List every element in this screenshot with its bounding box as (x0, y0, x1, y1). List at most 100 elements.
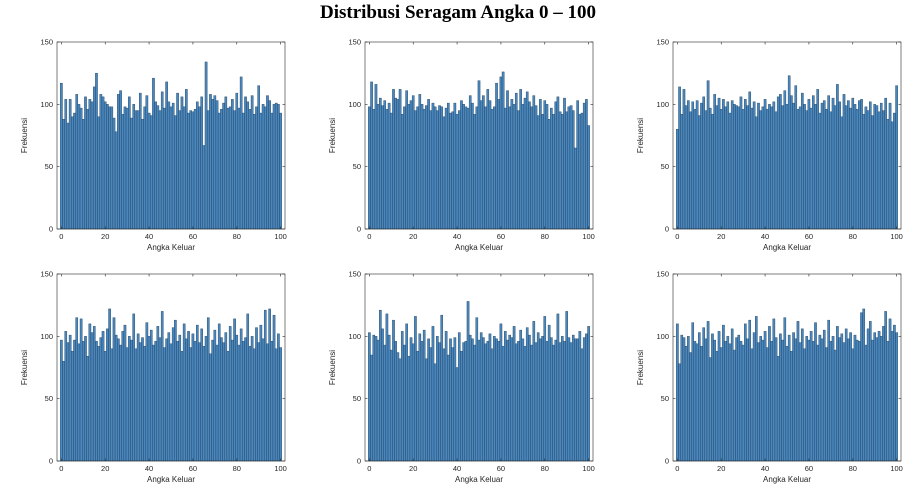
histogram-bar (582, 337, 586, 462)
histogram-bar (809, 107, 813, 230)
histogram-bar (757, 342, 760, 462)
histogram-panel-1: 0 20 40 60 80 100 0 50 100 150 Angka Keluar Frekuen… (20, 38, 287, 253)
x-tick-label: 20 (717, 232, 725, 241)
histogram-bar (792, 332, 795, 462)
histogram-bar (392, 319, 395, 462)
histogram-bar (545, 341, 549, 462)
histogram-bar (744, 323, 747, 462)
histogram-bar (156, 105, 160, 230)
histogram-bar (864, 344, 868, 462)
histogram-bar (248, 109, 252, 230)
histogram-bar (231, 339, 234, 462)
histogram-bar (108, 308, 111, 462)
histogram-bar (84, 96, 87, 230)
histogram-bar (787, 75, 791, 230)
histogram-bar (409, 100, 413, 230)
histogram-bar (829, 111, 833, 230)
x-tick-label: 80 (849, 464, 857, 473)
histogram-bar (678, 363, 681, 462)
histogram-bar (460, 100, 463, 230)
histogram-bar (398, 89, 402, 230)
histogram-bar (563, 97, 566, 230)
histogram-bar (180, 351, 184, 462)
x-tick-label: 40 (761, 232, 769, 241)
histogram-bar (558, 342, 562, 462)
histogram-bar (139, 342, 142, 462)
histogram-bar (532, 95, 536, 230)
x-tick-label: 100 (890, 464, 903, 473)
histogram-bar (752, 101, 756, 230)
histogram-bar (840, 333, 844, 462)
histogram-bar (704, 110, 708, 230)
histogram-bar (449, 338, 452, 462)
histogram-bar (895, 85, 898, 230)
histogram-bar (759, 110, 762, 230)
histogram-bar (761, 106, 765, 230)
histogram-bar (561, 114, 564, 230)
x-axis-label: Angka Keluar (763, 243, 811, 252)
histogram-bar (117, 338, 120, 462)
histogram-bar (220, 337, 223, 462)
histogram-bar (864, 106, 868, 230)
histogram-bar (261, 338, 265, 462)
histogram-bar (154, 341, 157, 462)
histogram-bar (836, 326, 839, 462)
histogram-bar (163, 347, 166, 462)
histogram-bar (882, 326, 885, 462)
histogram-bar (847, 338, 850, 462)
histogram-bar (735, 105, 738, 230)
histogram-bar (121, 114, 125, 230)
histogram-bar (86, 109, 89, 230)
histogram-bar (224, 332, 228, 462)
histogram-bar (858, 341, 861, 462)
histogram-bar (678, 86, 681, 230)
histogram-bar (774, 111, 778, 230)
histogram-bar (414, 110, 417, 230)
histogram-bar (785, 104, 789, 230)
histogram-bar (176, 341, 179, 462)
histogram-bar (268, 100, 271, 230)
histogram-bar (156, 326, 160, 462)
x-tick-label: 60 (497, 464, 505, 473)
histogram-bar (517, 110, 520, 230)
histogram-bar (274, 102, 278, 230)
histogram-bar (504, 107, 507, 230)
y-axis-label: Frekuensi (328, 118, 337, 153)
histogram-bar (226, 351, 230, 462)
histogram-bar (565, 111, 568, 230)
histogram-bar (233, 318, 236, 462)
histogram-bar (403, 106, 406, 230)
histogram-bar (136, 333, 140, 462)
histogram-bar (167, 101, 171, 230)
histogram-bar (536, 115, 540, 230)
y-tick-label: 50 (45, 394, 53, 403)
histogram-bar (541, 336, 544, 462)
histogram-bar (722, 324, 725, 462)
histogram-bar (884, 97, 887, 230)
histogram-bar (99, 337, 103, 462)
histogram-bar (547, 324, 551, 462)
histogram-bar (849, 332, 852, 462)
histogram-bar (200, 96, 203, 230)
histogram-bar (794, 338, 798, 462)
histogram-bar (477, 339, 481, 462)
histogram-bar (488, 100, 492, 230)
histogram-bar (550, 107, 553, 230)
histogram-bar (512, 104, 516, 230)
histogram-bar (79, 107, 83, 230)
histogram-bar (204, 61, 208, 230)
histogram-bar (403, 344, 406, 462)
histogram-bar (860, 312, 863, 462)
histogram-bar (486, 341, 490, 462)
x-tick-label: 20 (409, 232, 417, 241)
histogram-bar (130, 339, 133, 462)
x-tick-label: 80 (541, 232, 549, 241)
histogram-bar (719, 109, 723, 230)
histogram-bar (248, 346, 252, 462)
histogram-bar (270, 341, 274, 462)
x-tick-label: 100 (582, 464, 595, 473)
histogram-bar (68, 99, 72, 230)
histogram-bar (211, 339, 214, 462)
histogram-bar (160, 91, 164, 230)
histogram-bar (97, 346, 100, 462)
